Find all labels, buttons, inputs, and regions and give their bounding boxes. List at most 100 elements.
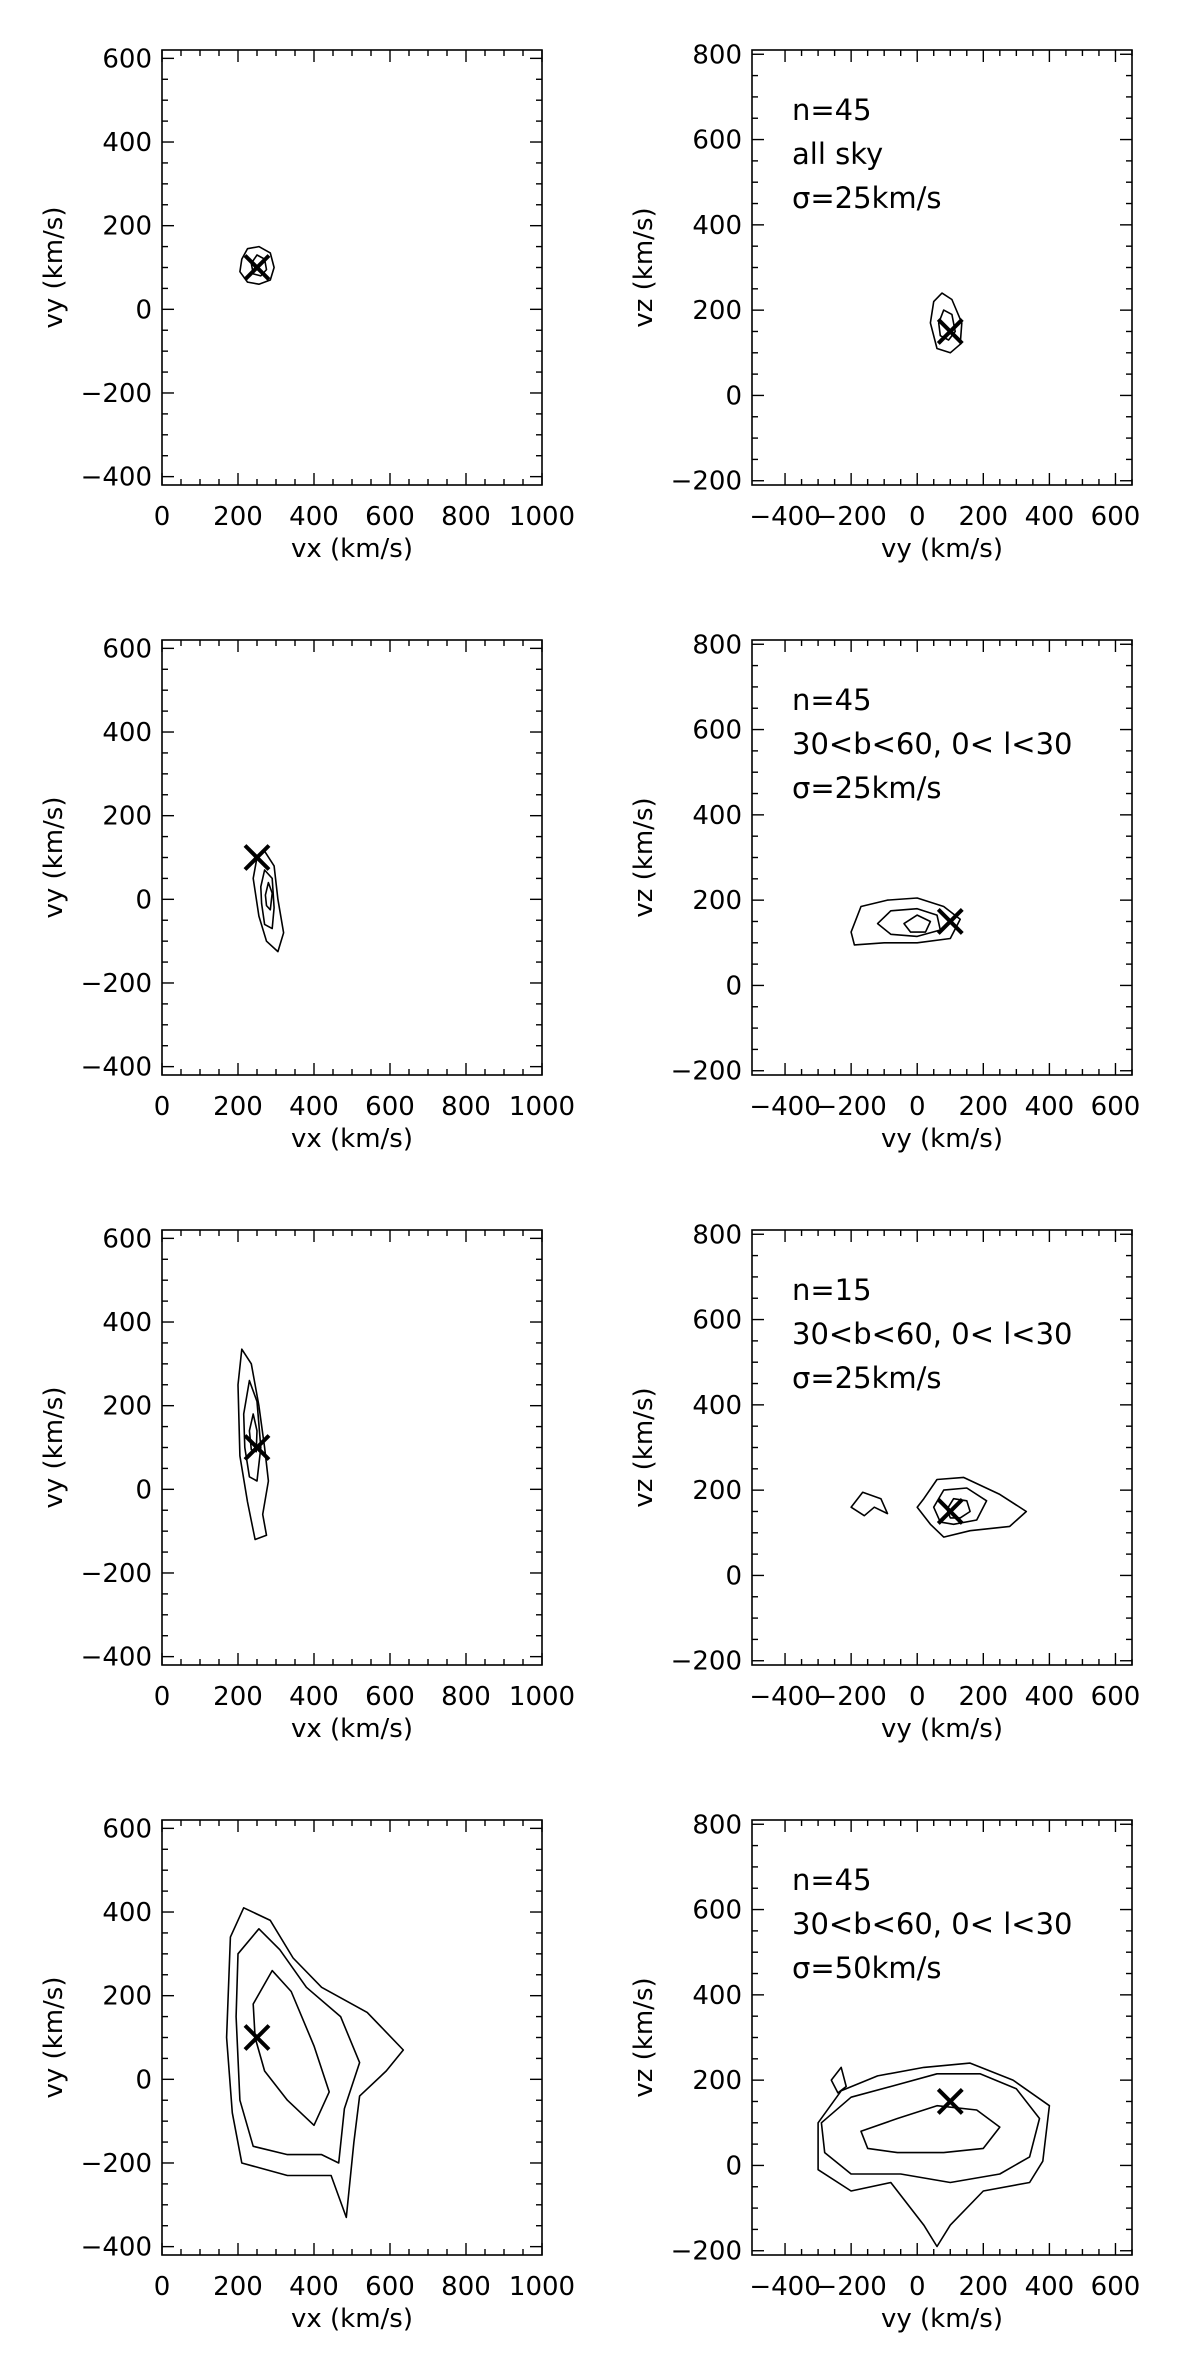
x-tick-label: 600 (1091, 1682, 1141, 1712)
annotation-text: n=45 (792, 683, 872, 717)
marker-stroke (936, 318, 964, 345)
x-tick-label: 400 (289, 1092, 339, 1122)
x-axis-label: vy (km/s) (881, 1124, 1003, 1154)
y-tick-label: 200 (692, 2066, 742, 2096)
marker-x (936, 1498, 964, 1525)
x-tick-label: 600 (1091, 2272, 1141, 2302)
marker-x (243, 844, 271, 871)
y-tick-label: 0 (725, 971, 742, 1001)
y-tick-label: 600 (692, 1896, 742, 1926)
y-tick-label: 0 (725, 2151, 742, 2181)
y-tick-label: 200 (692, 886, 742, 916)
x-tick-label: 1000 (509, 1092, 575, 1122)
contour-line (946, 1497, 971, 1519)
x-tick-label: −400 (749, 502, 820, 532)
y-axis-label: vz (km/s) (629, 207, 659, 327)
x-axis-label: vx (km/s) (291, 534, 413, 564)
marker-x (936, 318, 964, 345)
annotation-text: σ=25km/s (792, 1361, 942, 1395)
x-tick-label: 1000 (509, 1682, 575, 1712)
y-tick-label: −200 (81, 969, 152, 999)
y-tick-label: −200 (671, 2237, 742, 2267)
x-tick-label: 0 (909, 502, 926, 532)
contour-line (860, 2104, 1001, 2154)
marker-stroke (243, 254, 271, 281)
contour-line (876, 907, 942, 938)
x-tick-label: 800 (441, 502, 491, 532)
contour-line (916, 1476, 1028, 1538)
x-tick-label: 400 (289, 502, 339, 532)
y-axis-label: vy (km/s) (39, 1386, 69, 1508)
x-tick-label: 0 (154, 1682, 171, 1712)
contour-line (252, 1969, 331, 2127)
x-tick-label: 0 (154, 502, 171, 532)
y-axis-label: vz (km/s) (629, 1977, 659, 2097)
marker-stroke (243, 1434, 271, 1461)
x-tick-label: 600 (1091, 502, 1141, 532)
plot-frame (161, 1819, 543, 2256)
contour-line (259, 869, 275, 930)
y-tick-label: 200 (102, 1392, 152, 1422)
x-tick-label: 600 (365, 2272, 415, 2302)
x-tick-label: 0 (909, 1092, 926, 1122)
y-tick-label: 0 (135, 295, 152, 325)
marker-stroke (936, 908, 964, 935)
plot-frame (161, 49, 543, 486)
y-tick-label: 800 (692, 1810, 742, 1840)
y-tick-label: −200 (671, 467, 742, 497)
x-axis-label: vx (km/s) (291, 1714, 413, 1744)
y-tick-label: 600 (102, 44, 152, 74)
contour-line (850, 1491, 889, 1517)
y-tick-label: −200 (81, 1559, 152, 1589)
annotation-text: 30<b<60, 0< l<30 (792, 727, 1072, 761)
panel-2-right: −400−200 0 200 400 600 −200 0 200 400 600 800 vy (k… (629, 630, 1140, 1154)
y-tick-label: 600 (692, 126, 742, 156)
y-tick-label: 400 (692, 801, 742, 831)
x-tick-label: 200 (213, 1682, 263, 1712)
marker-stroke (936, 1498, 964, 1525)
contour-line (820, 2073, 1041, 2184)
annotation-text: 30<b<60, 0< l<30 (792, 1907, 1072, 1941)
x-tick-label: 0 (909, 2272, 926, 2302)
y-tick-label: 400 (102, 1898, 152, 1928)
contour-line (239, 245, 275, 286)
annotation-text: σ=50km/s (792, 1951, 942, 1985)
x-tick-label: −400 (749, 1092, 820, 1122)
x-tick-label: 400 (289, 2272, 339, 2302)
contour-line (237, 1348, 270, 1541)
x-tick-label: 1000 (509, 2272, 575, 2302)
y-tick-label: −400 (81, 1053, 152, 1083)
y-tick-label: −400 (81, 463, 152, 493)
y-tick-label: 800 (692, 630, 742, 660)
marker-x (936, 2088, 964, 2115)
contour-line (830, 2066, 848, 2094)
y-tick-label: −200 (671, 1057, 742, 1087)
marker-x (243, 2024, 271, 2051)
y-tick-label: −400 (81, 1643, 152, 1673)
x-tick-label: 400 (1025, 1682, 1075, 1712)
x-tick-label: 600 (1091, 1092, 1141, 1122)
x-tick-label: 200 (213, 1092, 263, 1122)
marker-stroke (243, 2024, 271, 2051)
x-tick-label: 200 (213, 2272, 263, 2302)
y-tick-label: 400 (692, 1981, 742, 2011)
y-tick-label: 0 (725, 381, 742, 411)
x-axis-label: vy (km/s) (881, 2304, 1003, 2334)
x-tick-label: 800 (441, 2272, 491, 2302)
x-tick-label: 200 (958, 502, 1008, 532)
x-tick-label: 800 (441, 1092, 491, 1122)
x-tick-label: −400 (749, 2272, 820, 2302)
x-tick-label: 200 (958, 1682, 1008, 1712)
y-tick-label: 400 (692, 1391, 742, 1421)
y-tick-label: 0 (135, 1475, 152, 1505)
y-axis-label: vy (km/s) (39, 206, 69, 328)
x-tick-label: 600 (365, 1092, 415, 1122)
y-tick-label: 800 (692, 40, 742, 70)
y-tick-label: 400 (692, 211, 742, 241)
y-axis-label: vy (km/s) (39, 1976, 69, 2098)
annotation-text: σ=25km/s (792, 771, 942, 805)
